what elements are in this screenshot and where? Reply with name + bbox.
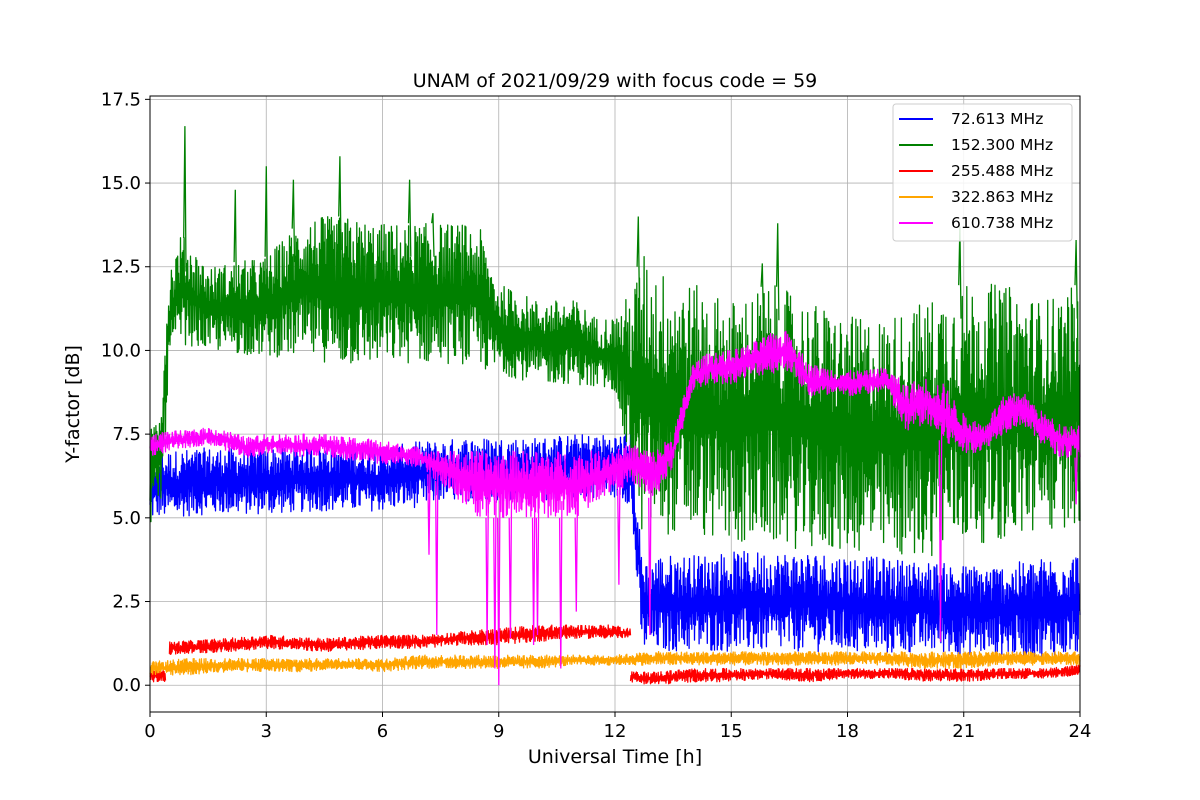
y-tick-label-7: 17.5 [101,89,141,110]
series-4-dip-6 [531,501,536,646]
y-tick-label-1: 2.5 [112,592,141,613]
series-3-segment-0 [149,651,1081,676]
x-tick-label-8: 24 [1069,721,1092,742]
series-4-dip-13 [1074,440,1078,505]
x-tick-label-1: 3 [261,721,272,742]
y-tick-label-6: 15.0 [101,173,141,194]
series-1-segment-0 [149,216,1081,557]
legend-frame [892,103,1073,242]
series-4-dip-7 [535,501,540,636]
series-1-peak-2 [264,166,269,291]
y-tick-label-0: 0.0 [112,675,141,696]
series-4-dip-12 [938,423,943,642]
series-4-dip-11 [648,480,652,636]
series-4-dip-5 [508,501,513,639]
x-tick-label-5: 15 [720,721,743,742]
series-2-segment-2 [629,664,1081,685]
series-4-dip-3 [493,501,497,669]
x-tick-label-3: 9 [493,721,504,742]
legend-label-3: 322.863 MHz [951,188,1053,206]
series-4-dip-10 [617,472,621,585]
series-1-peak-7 [636,216,641,301]
legend-label-2: 255.488 MHz [951,162,1053,180]
series-4-dip-9 [574,501,579,612]
x-tick-label-2: 6 [377,721,388,742]
legend-label-4: 610.738 MHz [951,214,1053,232]
series-4-segment-0 [149,330,1081,519]
series-1-peak-9 [775,223,780,321]
series-1-peak-0 [183,126,187,272]
series-1-peak-1 [233,189,238,296]
series-4-dip-1 [434,464,439,636]
series-2-segment-1 [168,624,632,656]
series-3 [149,651,1081,676]
series-1-peak-8 [760,263,765,321]
series-1-peak-11 [1074,239,1078,319]
series-1-peak-5 [407,179,412,257]
series-4-dip-2 [485,501,489,646]
y-tick-label-2: 5.0 [112,508,141,529]
plot-area [149,126,1081,686]
series-1-peak-6 [431,213,435,257]
x-axis-label: Universal Time [h] [528,746,702,768]
y-tick-label-5: 12.5 [101,257,141,278]
series-1-peak-4 [338,156,342,251]
series-4-dip-0 [427,457,431,555]
x-tick-label-0: 0 [144,721,155,742]
x-tick-label-4: 12 [604,721,627,742]
chart-title: UNAM of 2021/09/29 with focus code = 59 [413,70,818,92]
legend-label-1: 152.300 MHz [951,136,1053,154]
ticks: 0 3 6 9 12 15 18 21 24 0.0 2.5 5.0 7.5 10.0 12.5 15.0 17… [101,89,1092,742]
y-tick-label-4: 10.0 [101,340,141,361]
series-1-peak-3 [291,179,296,263]
x-tick-label-7: 21 [952,721,975,742]
y-tick-label-3: 7.5 [112,424,141,445]
series-4 [149,330,1081,686]
series-4-dip-8 [558,501,563,669]
legend-label-0: 72.613 MHz [951,110,1043,128]
series-1 [149,126,1081,557]
series-4-dip-4 [496,501,501,686]
legend: 72.613 MHz 152.300 MHz 255.488 MHz 322.863 … [892,103,1073,242]
x-tick-label-6: 18 [836,721,859,742]
y-axis-label: Y-factor [dB] [62,345,84,464]
series-0 [149,431,1081,659]
series-0-segment-0 [149,431,1081,659]
